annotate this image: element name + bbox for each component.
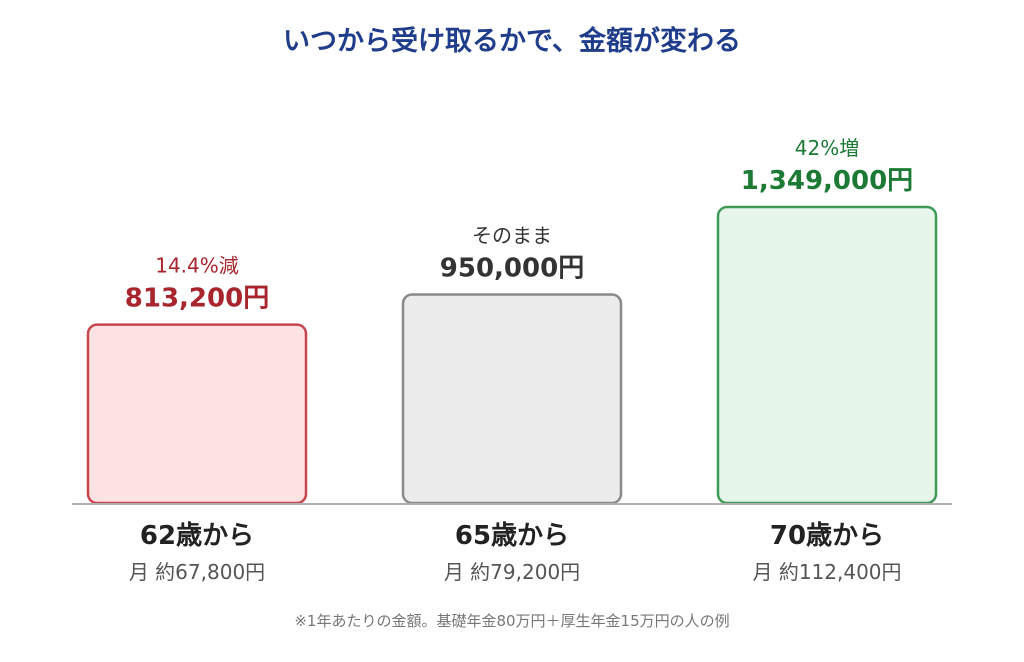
chart-title: いつから受け取るかで、金額が変わる [283, 25, 741, 57]
footnote: ※1年あたりの金額。基礎年金80万円＋厚生年金15万円の人の例 [294, 612, 729, 630]
change-label-3: 42%増 [795, 136, 859, 160]
change-label-2: そのまま [472, 224, 552, 248]
bar-1 [86, 323, 308, 505]
bar-3 [716, 205, 938, 505]
bars-group [86, 205, 938, 505]
monthly-label-2: 月 約79,200円 [444, 560, 580, 584]
value-label-1: 813,200円 [125, 284, 269, 314]
change-label-1: 14.4%減 [155, 254, 239, 278]
bar-2 [401, 293, 623, 505]
category-label-3: 70歳から [770, 521, 884, 551]
value-label-3: 1,349,000円 [741, 166, 913, 196]
monthly-label-3: 月 約112,400円 [752, 560, 901, 584]
category-label-1: 62歳から [140, 521, 254, 551]
monthly-label-1: 月 約67,800円 [129, 560, 265, 584]
category-label-2: 65歳から [455, 521, 569, 551]
value-label-2: 950,000円 [440, 254, 584, 284]
